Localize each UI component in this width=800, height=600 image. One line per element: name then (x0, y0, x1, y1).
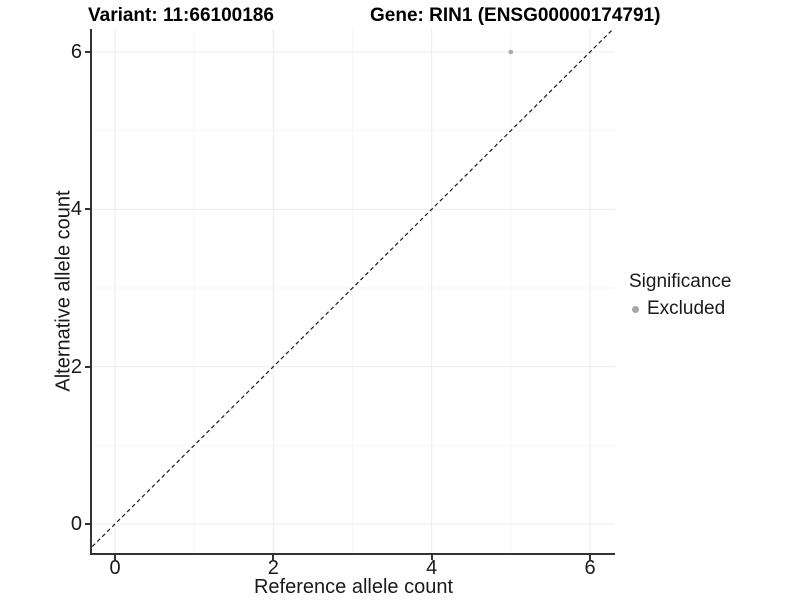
data-point (508, 49, 514, 55)
x-tick-label: 4 (426, 557, 438, 579)
x-tick-mark (430, 555, 433, 560)
y-tick-mark (85, 208, 90, 211)
variant-title: Variant: 11:66100186 (88, 5, 274, 26)
y-tick-label: 6 (70, 40, 82, 63)
plot-svg (92, 29, 615, 553)
x-axis-title: Reference allele count (253, 576, 453, 598)
y-tick-mark (85, 50, 90, 53)
legend-item: Excluded (629, 298, 731, 320)
y-tick-mark (85, 523, 90, 525)
x-tick-mark (114, 555, 116, 560)
x-tick-mark (272, 555, 275, 560)
plot-panel (90, 29, 615, 555)
y-tick-label: 2 (70, 355, 82, 378)
x-tick-label: 2 (267, 557, 279, 579)
y-tick-label: 4 (70, 198, 82, 221)
identity-reference-line (92, 29, 614, 548)
legend-key-dot-icon (632, 305, 639, 313)
x-tick-mark (589, 555, 591, 560)
x-tick-label: 0 (109, 557, 121, 579)
legend: Significance Excluded (629, 271, 731, 320)
y-tick-label: 0 (70, 513, 82, 535)
legend-title: Significance (629, 271, 732, 292)
y-axis-title: Alternative allele count (52, 190, 75, 392)
gene-title: Gene: RIN1 (ENSG00000174791) (370, 5, 661, 26)
x-tick-label: 6 (584, 557, 596, 579)
y-tick-mark (85, 365, 90, 368)
legend-item-label: Excluded (647, 298, 726, 319)
legend-items: Excluded (629, 298, 731, 320)
